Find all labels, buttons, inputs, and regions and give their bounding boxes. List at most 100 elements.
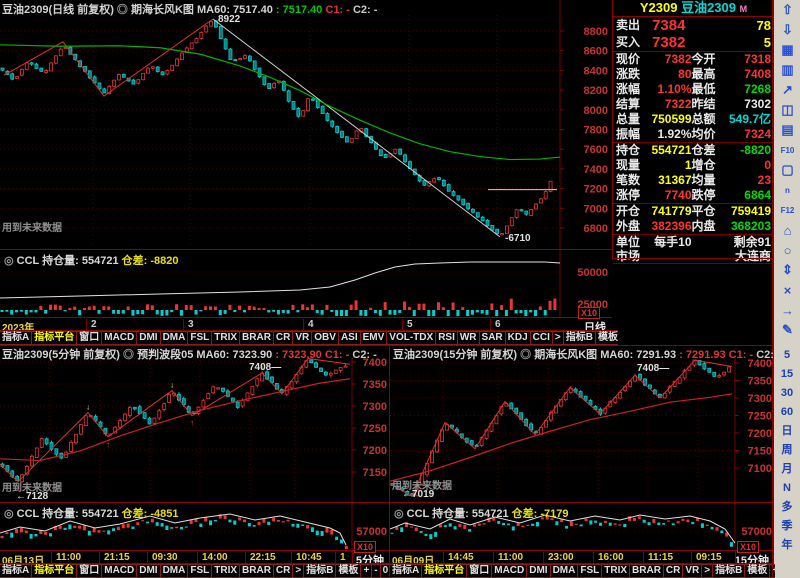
period-item-5[interactable]: 5 — [783, 349, 791, 361]
jump-icon[interactable]: → — [781, 302, 794, 318]
toolbar-button-OBV[interactable]: OBV — [311, 331, 339, 345]
scroll-down-icon[interactable]: ⇩ — [782, 22, 793, 37]
period-item-月[interactable]: 月 — [781, 463, 793, 475]
toolbar-button-KDJ[interactable]: KDJ — [504, 331, 531, 345]
panel-layout-icon[interactable]: ▤ — [781, 122, 794, 137]
toolbar-button-模板[interactable]: 模板 — [744, 564, 771, 578]
toolbar-button-CR[interactable]: CR — [272, 331, 294, 345]
toolbar-button-指标B[interactable]: 指标B — [562, 331, 596, 345]
toolbar-button-窗口[interactable]: 窗口 — [76, 331, 103, 345]
period-item-周[interactable]: 周 — [781, 444, 793, 456]
period-item-15[interactable]: 15 — [780, 368, 794, 380]
f12-order-icon[interactable]: F12 — [780, 205, 795, 215]
toolbar-button-MACD[interactable]: MACD — [101, 331, 138, 345]
toolbar-button-指标B[interactable]: 指标B — [303, 564, 337, 578]
toolbar-button-DMA[interactable]: DMA — [549, 564, 579, 578]
five-min-ccl-pane[interactable]: 57000 — [0, 503, 390, 551]
toolbar-button-BRAR[interactable]: BRAR — [239, 331, 274, 345]
axis-tick-label: 06月09日 — [392, 556, 435, 567]
toolbar-button-BRAR[interactable]: BRAR — [629, 564, 664, 578]
toolbar-button-指标A[interactable]: 指标A — [0, 564, 33, 578]
toolbar-button-DMA[interactable]: DMA — [159, 564, 189, 578]
axis-tick-mark — [99, 552, 100, 563]
ellipse-draw-icon[interactable]: ○ — [783, 242, 792, 258]
axis-tick-mark — [443, 552, 444, 563]
fifteen-min-ccl-pane[interactable]: 57000 — [390, 503, 775, 551]
quote-v: 750599 — [651, 112, 692, 126]
quote-symbol-header[interactable]: Y2309 豆油2309 M — [613, 0, 774, 17]
collapse-panel-icon[interactable]: ◎ — [520, 349, 532, 361]
axis-tick-label: 2023年 — [2, 323, 35, 334]
br-indicator-label: 期海长风K图 — [534, 349, 598, 361]
five-min-candlestick-chart[interactable]: 740073507300725072007150↑↓↑↓↑↓↓7408—用到未来… — [0, 358, 390, 503]
edit-icon[interactable]: ✎ — [782, 322, 793, 337]
toolbar-button-TRIX[interactable]: TRIX — [211, 564, 241, 578]
toolbar-button-TRIX[interactable]: TRIX — [211, 331, 241, 345]
toolbar-button-VR[interactable]: VR — [682, 564, 703, 578]
toolbar-button-ASI[interactable]: ASI — [337, 331, 361, 345]
toolbar-button-CCI[interactable]: CCI — [529, 331, 553, 345]
toolbar-button-CR[interactable]: CR — [272, 564, 294, 578]
toolbar-button-指标A[interactable]: 指标A — [390, 564, 423, 578]
blank-page-icon[interactable]: ▢ — [781, 162, 794, 177]
toolbar-button-FSL[interactable]: FSL — [187, 564, 213, 578]
quote-l: 外盘 — [616, 219, 641, 233]
toolbar-button-指标平台[interactable]: 指标平台 — [31, 331, 78, 345]
toolbar-button-MACD[interactable]: MACD — [491, 564, 528, 578]
toolbar-button-FSL[interactable]: FSL — [187, 331, 213, 345]
home-icon[interactable]: ⌂ — [783, 222, 792, 238]
sort-icon[interactable]: ⇕ — [782, 262, 793, 277]
collapse-panel-icon[interactable]: ◎ — [394, 508, 404, 520]
toolbar-button-CR[interactable]: CR — [662, 564, 684, 578]
toolbar-button-窗口[interactable]: 窗口 — [466, 564, 493, 578]
toolbar-button-指标平台[interactable]: 指标平台 — [31, 564, 78, 578]
candle-chart-icon[interactable]: ◫ — [781, 102, 794, 117]
toolbar-button-MACD[interactable]: MACD — [101, 564, 138, 578]
toolbar-button-TRIX[interactable]: TRIX — [601, 564, 631, 578]
fifteen-min-candlestick-chart[interactable]: 7400 7350 7300 7250 7200 7150 7100 ↑ ↓ 7408— 用到未来数… — [390, 358, 775, 503]
color-tile-icon[interactable]: ▦ — [781, 42, 794, 57]
toolbar-button-FSL[interactable]: FSL — [577, 564, 603, 578]
scroll-up-icon[interactable]: ⇧ — [782, 2, 793, 17]
toolbar-button-VOL-TDX[interactable]: VOL-TDX — [386, 331, 437, 345]
ccl-open-interest-label: CCL 持仓量: 554721 — [16, 508, 119, 520]
divider — [0, 330, 618, 331]
f10-info-icon[interactable]: F10 — [780, 145, 795, 155]
toolbar-button-DMI[interactable]: DMI — [136, 331, 161, 345]
toolbar-button-指标A[interactable]: 指标A — [0, 331, 33, 345]
toolbar-button-模板[interactable]: 模板 — [594, 331, 618, 345]
collapse-panel-icon[interactable]: ◎ — [4, 255, 14, 267]
delete-icon[interactable]: × — [783, 282, 792, 298]
period-item-日[interactable]: 日 — [781, 425, 793, 437]
symbol-name: 豆油2309 — [681, 0, 736, 15]
daily-candlestick-chart[interactable]: 8800 8600 8400 8200 8000 7800 7600 7400 7200 7000… — [0, 0, 612, 250]
toolbar-button-EMV[interactable]: EMV — [359, 331, 388, 345]
period-item-季[interactable]: 季 — [781, 520, 793, 532]
daily-c2-label: C2: - — [352, 4, 378, 16]
collapse-panel-icon[interactable]: ◎ — [116, 4, 128, 16]
toolbar-button-DMI[interactable]: DMI — [136, 564, 161, 578]
period-item-N[interactable]: N — [783, 482, 791, 494]
trend-line-icon[interactable]: ↗ — [782, 82, 793, 97]
bl-c2-label: C2: - — [352, 349, 377, 361]
period-item-30[interactable]: 30 — [780, 387, 794, 399]
column-chart-icon[interactable]: ▥ — [781, 62, 794, 77]
toolbar-button-DMA[interactable]: DMA — [159, 331, 189, 345]
toolbar-button-WR[interactable]: WR — [456, 331, 480, 345]
toolbar-button-RSI[interactable]: RSI — [435, 331, 458, 345]
toolbar-button-BRAR[interactable]: BRAR — [239, 564, 274, 578]
collapse-panel-icon[interactable]: ◎ — [123, 349, 135, 361]
period-item-年[interactable]: 年 — [781, 539, 793, 551]
toolbar-button-窗口[interactable]: 窗口 — [76, 564, 103, 578]
collapse-panel-icon[interactable]: ◎ — [4, 508, 14, 520]
toolbar-button-指标平台[interactable]: 指标平台 — [421, 564, 468, 578]
toolbar-button-模板[interactable]: 模板 — [335, 564, 362, 578]
toolbar-button-指标B[interactable]: 指标B — [712, 564, 746, 578]
toolbar-button-VR[interactable]: VR — [292, 331, 313, 345]
period-item-60[interactable]: 60 — [780, 406, 794, 418]
region-icon[interactable]: n — [785, 185, 790, 195]
toolbar-button-SAR[interactable]: SAR — [478, 331, 506, 345]
period-item-多[interactable]: 多 — [781, 501, 793, 513]
toolbar-button-DMI[interactable]: DMI — [526, 564, 551, 578]
